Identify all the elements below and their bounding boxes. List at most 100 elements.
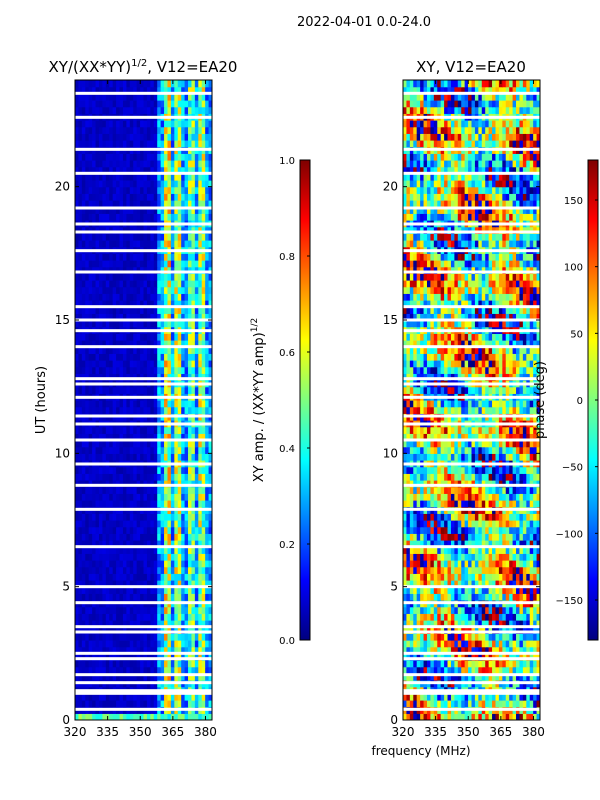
heatmap-cell xyxy=(423,666,428,674)
heatmap-cell xyxy=(191,320,196,328)
heatmap-cell xyxy=(488,586,493,594)
colorbar-tick-label: 0.8 xyxy=(279,252,295,263)
heatmap-cell xyxy=(181,580,186,588)
heatmap-cell xyxy=(81,593,86,601)
heatmap-cell xyxy=(426,653,431,661)
heatmap-cell xyxy=(478,646,483,654)
heatmap-cell xyxy=(170,166,175,174)
heatmap-cell xyxy=(102,500,107,508)
heatmap-cell xyxy=(174,320,179,328)
heatmap-cell xyxy=(433,640,438,648)
heatmap-cell xyxy=(177,693,182,701)
heatmap-cell xyxy=(119,106,124,114)
heatmap-cell xyxy=(481,666,486,674)
heatmap-cell xyxy=(109,613,114,621)
heatmap-cell xyxy=(505,566,510,574)
heatmap-cell xyxy=(208,353,212,361)
heatmap-cell xyxy=(98,166,103,174)
heatmap-cell xyxy=(191,200,196,208)
heatmap-cell xyxy=(157,200,162,208)
heatmap-cell xyxy=(95,333,100,341)
heatmap-cell xyxy=(181,573,186,581)
heatmap-cell xyxy=(116,126,121,134)
heatmap-cell xyxy=(129,206,134,214)
heatmap-cell xyxy=(181,273,186,281)
heatmap-cell xyxy=(129,280,134,288)
heatmap-cell xyxy=(112,486,117,494)
heatmap-cell xyxy=(164,126,169,134)
heatmap-cell xyxy=(174,473,179,481)
heatmap-cell xyxy=(153,213,158,221)
heatmap-cell xyxy=(201,80,206,88)
heatmap-cell xyxy=(133,366,138,374)
heatmap-cell xyxy=(509,653,514,661)
heatmap-cell xyxy=(88,546,93,554)
heatmap-cell xyxy=(133,386,138,394)
heatmap-cell xyxy=(522,573,527,581)
heatmap-cell xyxy=(109,553,114,561)
heatmap-cell xyxy=(78,620,83,628)
heatmap-cell xyxy=(184,440,189,448)
heatmap-cell xyxy=(143,580,148,588)
heatmap-cell xyxy=(119,513,124,521)
heatmap-cell xyxy=(157,666,162,674)
heatmap-cell xyxy=(188,193,193,201)
heatmap-cell xyxy=(81,573,86,581)
heatmap-cell xyxy=(136,673,141,681)
heatmap-cell xyxy=(191,360,196,368)
heatmap-cell xyxy=(177,526,182,534)
heatmap-cell xyxy=(478,613,483,621)
heatmap-cell xyxy=(78,453,83,461)
heatmap-cell xyxy=(191,426,196,434)
heatmap-cell xyxy=(433,566,438,574)
heatmap-cell xyxy=(153,513,158,521)
heatmap-cell xyxy=(177,540,182,548)
heatmap-cell xyxy=(167,673,172,681)
heatmap-cell xyxy=(191,513,196,521)
heatmap-cell xyxy=(188,486,193,494)
heatmap-cell xyxy=(116,253,121,261)
heatmap-cell xyxy=(160,373,165,381)
heatmap-cell xyxy=(102,486,107,494)
heatmap-cell xyxy=(208,546,212,554)
heatmap-cell xyxy=(119,333,124,341)
heatmap-cell xyxy=(440,713,445,720)
heatmap-cell xyxy=(174,120,179,128)
heatmap-cell xyxy=(481,593,486,601)
heatmap-cell xyxy=(433,693,438,701)
heatmap-cell xyxy=(133,320,138,328)
heatmap-cell xyxy=(143,173,148,181)
heatmap-cell xyxy=(116,620,121,628)
heatmap-cell xyxy=(188,453,193,461)
heatmap-cell xyxy=(413,580,418,588)
heatmap-cell xyxy=(78,446,83,454)
heatmap-cell xyxy=(509,646,514,654)
heatmap-cell xyxy=(177,266,182,274)
heatmap-cell xyxy=(102,360,107,368)
heatmap-cell xyxy=(464,553,469,561)
heatmap-cell xyxy=(88,453,93,461)
heatmap-cell xyxy=(136,93,141,101)
heatmap-cell xyxy=(153,640,158,648)
heatmap-cell xyxy=(95,426,100,434)
heatmap-cell xyxy=(133,653,138,661)
heatmap-cell xyxy=(188,533,193,541)
heatmap-cell xyxy=(105,566,110,574)
heatmap-cell xyxy=(194,233,199,241)
heatmap-cell xyxy=(167,286,172,294)
heatmap-cell xyxy=(75,93,80,101)
heatmap-cell xyxy=(140,206,145,214)
heatmap-cell xyxy=(198,286,203,294)
heatmap-cell xyxy=(112,200,117,208)
heatmap-cell xyxy=(112,366,117,374)
heatmap-cell xyxy=(98,213,103,221)
heatmap-cell xyxy=(181,493,186,501)
heatmap-cell xyxy=(102,260,107,268)
heatmap-cell xyxy=(98,493,103,501)
heatmap-cell xyxy=(208,666,212,674)
heatmap-cell xyxy=(177,180,182,188)
heatmap-cell xyxy=(519,666,524,674)
heatmap-cell xyxy=(191,560,196,568)
heatmap-cell xyxy=(119,360,124,368)
heatmap-cell xyxy=(194,366,199,374)
